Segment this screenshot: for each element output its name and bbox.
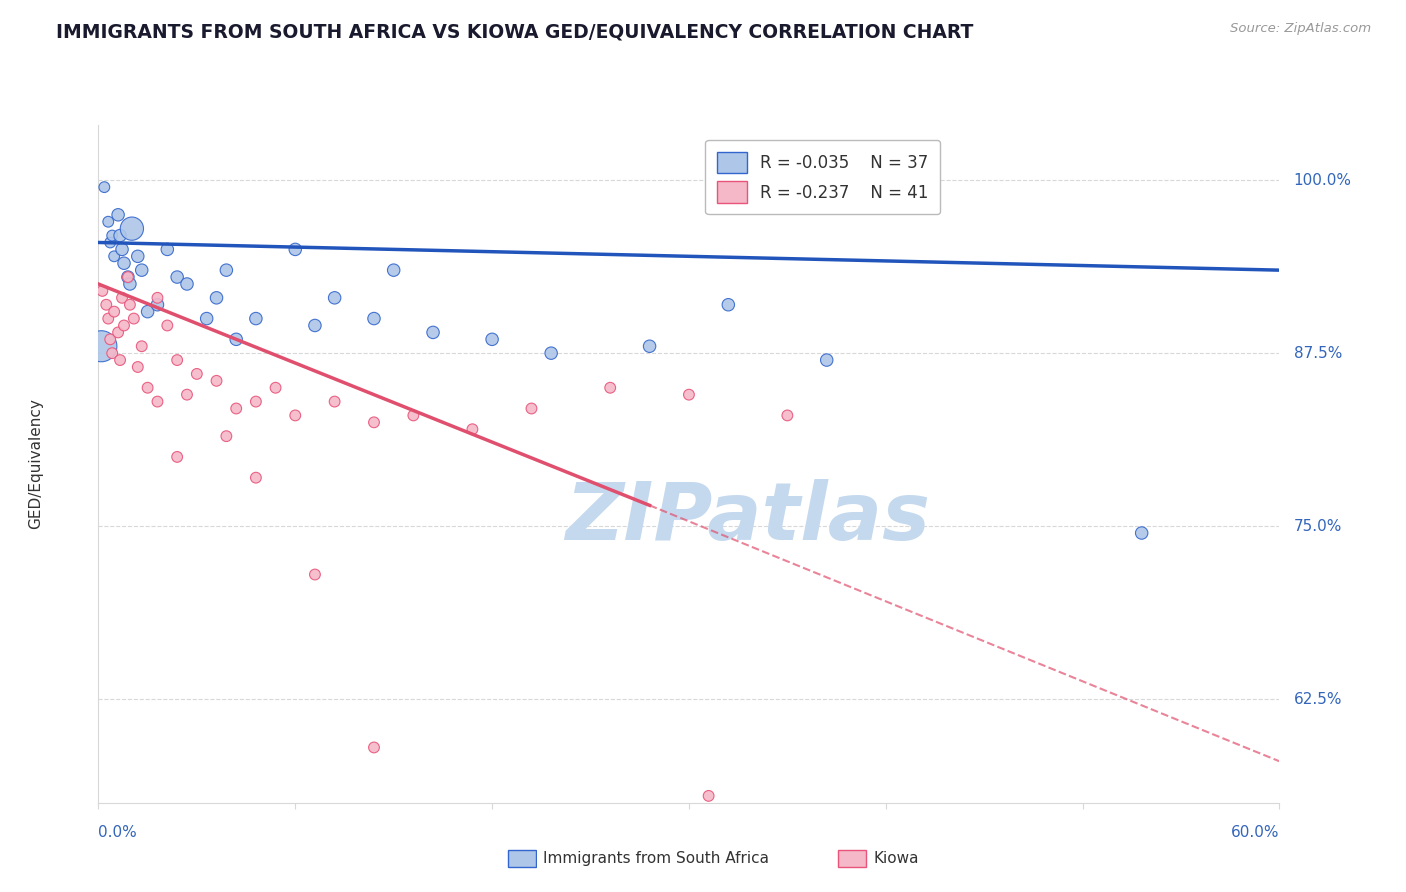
Point — [156, 318, 179, 333]
Point — [461, 422, 484, 436]
Point — [323, 291, 346, 305]
Point — [146, 394, 169, 409]
Point — [156, 243, 179, 257]
Point — [122, 311, 145, 326]
Point — [205, 374, 228, 388]
Point — [96, 298, 118, 312]
Text: Immigrants from South Africa: Immigrants from South Africa — [543, 852, 769, 866]
Point — [112, 256, 135, 270]
Point — [402, 409, 425, 423]
Point — [1130, 526, 1153, 541]
Point — [111, 291, 134, 305]
Point — [481, 332, 503, 346]
Point — [245, 311, 267, 326]
Point — [98, 235, 121, 250]
Point — [107, 208, 129, 222]
Point — [697, 789, 720, 803]
Text: 100.0%: 100.0% — [1294, 173, 1351, 187]
Text: IMMIGRANTS FROM SOUTH AFRICA VS KIOWA GED/EQUIVALENCY CORRELATION CHART: IMMIGRANTS FROM SOUTH AFRICA VS KIOWA GE… — [56, 22, 973, 41]
Point — [97, 311, 120, 326]
Text: Source: ZipAtlas.com: Source: ZipAtlas.com — [1230, 22, 1371, 36]
Text: 75.0%: 75.0% — [1294, 518, 1341, 533]
Point — [815, 353, 838, 368]
Point — [215, 263, 238, 277]
Point — [205, 291, 228, 305]
Point — [284, 243, 307, 257]
Point — [121, 221, 143, 235]
Point — [245, 394, 267, 409]
Point — [678, 387, 700, 401]
Point — [117, 270, 139, 285]
Point — [111, 243, 134, 257]
Text: 87.5%: 87.5% — [1294, 346, 1341, 360]
Point — [382, 263, 405, 277]
Point — [117, 270, 139, 285]
Point — [717, 298, 740, 312]
Text: 60.0%: 60.0% — [1232, 825, 1279, 840]
Point — [97, 215, 120, 229]
Point — [638, 339, 661, 353]
Point — [108, 228, 131, 243]
Point — [166, 353, 188, 368]
Text: 0.0%: 0.0% — [98, 825, 138, 840]
Point — [245, 471, 267, 485]
Point — [264, 381, 287, 395]
Text: 62.5%: 62.5% — [1294, 691, 1341, 706]
Text: Kiowa: Kiowa — [873, 852, 918, 866]
Point — [166, 450, 188, 464]
Point — [540, 346, 562, 360]
Point — [131, 263, 153, 277]
Point — [101, 228, 124, 243]
Point — [599, 381, 621, 395]
Point — [127, 359, 149, 374]
Point — [176, 277, 198, 291]
Point — [215, 429, 238, 443]
Point — [103, 249, 125, 263]
Point — [118, 298, 141, 312]
FancyBboxPatch shape — [508, 849, 536, 867]
Point — [98, 332, 121, 346]
Point — [146, 298, 169, 312]
Point — [186, 367, 208, 381]
Point — [90, 339, 112, 353]
Point — [304, 567, 326, 582]
Point — [136, 381, 159, 395]
Point — [166, 270, 188, 285]
Point — [101, 346, 124, 360]
Point — [195, 311, 218, 326]
Point — [146, 291, 169, 305]
Point — [776, 409, 799, 423]
Point — [363, 415, 385, 429]
Point — [103, 304, 125, 318]
Point — [363, 740, 385, 755]
Point — [225, 332, 247, 346]
Point — [131, 339, 153, 353]
Point — [323, 394, 346, 409]
Point — [108, 353, 131, 368]
Text: GED/Equivalency: GED/Equivalency — [28, 399, 42, 529]
Point — [136, 304, 159, 318]
Point — [127, 249, 149, 263]
Point — [176, 387, 198, 401]
Legend: R = -0.035    N = 37, R = -0.237    N = 41: R = -0.035 N = 37, R = -0.237 N = 41 — [706, 140, 941, 214]
Point — [284, 409, 307, 423]
Point — [304, 318, 326, 333]
Point — [91, 284, 114, 298]
Point — [107, 326, 129, 340]
FancyBboxPatch shape — [838, 849, 866, 867]
Point — [422, 326, 444, 340]
Point — [93, 180, 115, 194]
Point — [225, 401, 247, 416]
Point — [118, 277, 141, 291]
Point — [520, 401, 543, 416]
Point — [112, 318, 135, 333]
Text: ZIPatlas: ZIPatlas — [565, 479, 931, 558]
Point — [363, 311, 385, 326]
